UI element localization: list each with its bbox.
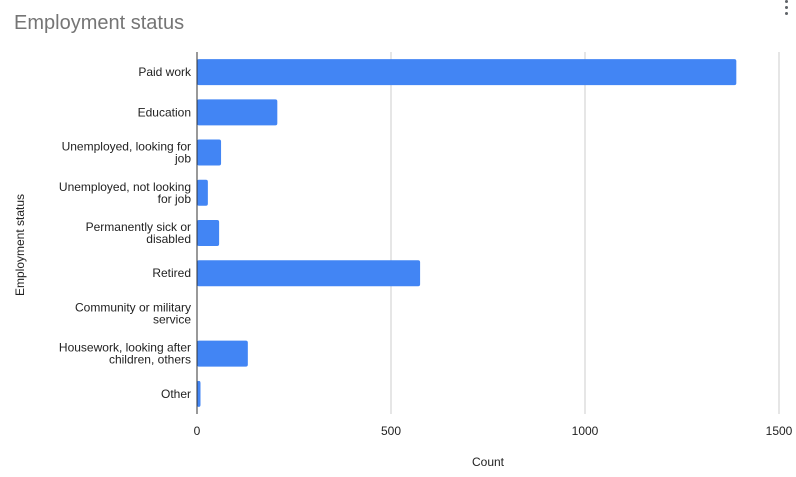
category-label: Education: [138, 105, 191, 119]
category-label: Unemployed, not looking for job: [59, 180, 191, 206]
category-label: Paid work: [138, 65, 192, 79]
grid-layer: [390, 52, 780, 414]
bar[interactable]: [197, 179, 208, 206]
x-tick-label: 500: [381, 424, 401, 438]
label-layer: 0 500 1000 1500 Paid work Education Unemployed…: [59, 65, 793, 438]
menu-dot: [785, 0, 788, 3]
category-label: Retired: [152, 266, 191, 280]
category-label: Housework, looking after children, others: [59, 341, 191, 367]
bar[interactable]: [197, 220, 220, 246]
category-label: Other: [161, 387, 191, 401]
x-tick-label: 1500: [766, 424, 793, 438]
bar[interactable]: [197, 380, 201, 407]
y-axis-title: Employment status: [13, 194, 27, 296]
x-tick-label: 1000: [572, 424, 599, 438]
menu-dot: [785, 6, 788, 9]
more-vert-icon[interactable]: [782, 0, 792, 16]
bar[interactable]: [197, 139, 222, 166]
bar[interactable]: [197, 99, 278, 126]
bar[interactable]: [197, 59, 737, 86]
bar[interactable]: [197, 340, 248, 367]
x-axis-title: Count: [472, 455, 505, 469]
x-tick-label: 0: [194, 424, 201, 438]
category-label: Permanently sick or disabled: [86, 220, 191, 246]
menu-dot: [785, 12, 788, 15]
bar-layer: [197, 59, 737, 407]
category-label: Unemployed, looking for job: [62, 140, 192, 166]
category-label: Community or military service: [75, 300, 191, 326]
bar[interactable]: [197, 260, 421, 287]
chart-title: Employment status: [14, 12, 185, 34]
